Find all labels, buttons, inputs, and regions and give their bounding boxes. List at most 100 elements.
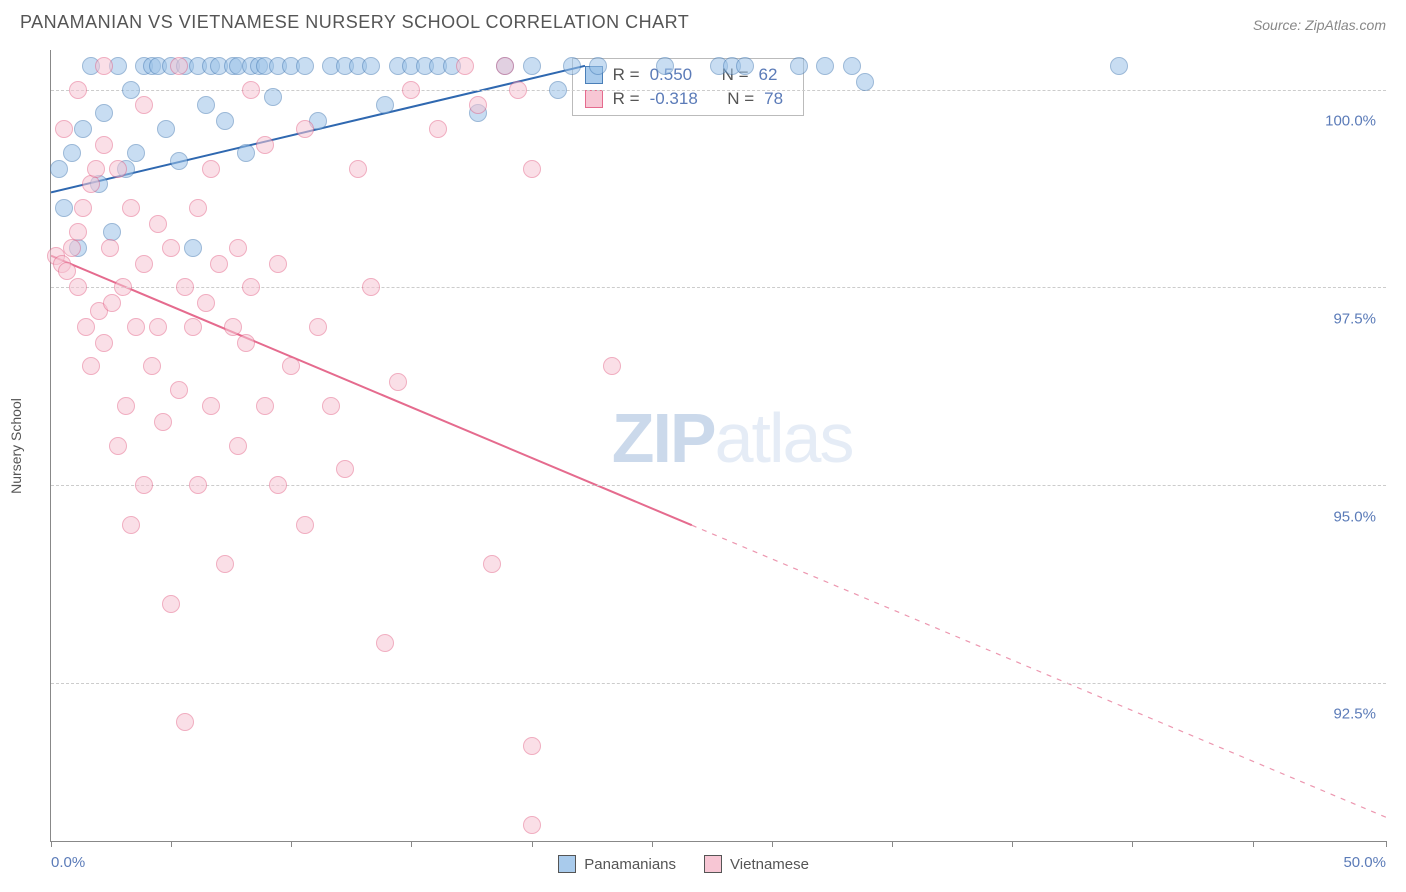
scatter-point — [389, 373, 407, 391]
scatter-point — [109, 160, 127, 178]
scatter-point — [135, 255, 153, 273]
scatter-point — [509, 81, 527, 99]
x-axis-min-label: 0.0% — [51, 854, 85, 871]
stats-r-label: R = — [613, 89, 640, 109]
scatter-point — [296, 120, 314, 138]
scatter-point — [122, 81, 140, 99]
scatter-point — [349, 160, 367, 178]
scatter-point — [202, 160, 220, 178]
scatter-point — [336, 460, 354, 478]
x-tick — [291, 841, 292, 847]
scatter-point — [523, 737, 541, 755]
x-tick — [51, 841, 52, 847]
chart-title: PANAMANIAN VS VIETNAMESE NURSERY SCHOOL … — [20, 12, 689, 33]
watermark-light: atlas — [715, 399, 853, 477]
scatter-point — [523, 57, 541, 75]
scatter-point — [74, 199, 92, 217]
x-tick — [411, 841, 412, 847]
x-tick — [1132, 841, 1133, 847]
x-tick — [1253, 841, 1254, 847]
scatter-point — [157, 120, 175, 138]
scatter-point — [135, 476, 153, 494]
scatter-point — [264, 88, 282, 106]
scatter-point — [162, 595, 180, 613]
scatter-point — [176, 713, 194, 731]
scatter-point — [362, 57, 380, 75]
scatter-point — [82, 175, 100, 193]
y-tick-label: 92.5% — [1333, 706, 1376, 723]
scatter-point — [95, 104, 113, 122]
scatter-point — [496, 57, 514, 75]
scatter-point — [296, 516, 314, 534]
scatter-point — [95, 136, 113, 154]
scatter-point — [69, 278, 87, 296]
scatter-point — [322, 397, 340, 415]
scatter-point — [362, 278, 380, 296]
x-tick — [532, 841, 533, 847]
scatter-point — [256, 136, 274, 154]
stats-r-value-vietnamese: -0.318 — [650, 89, 698, 109]
scatter-point — [237, 334, 255, 352]
scatter-point — [256, 397, 274, 415]
scatter-point — [149, 318, 167, 336]
scatter-point — [216, 112, 234, 130]
scatter-point — [69, 81, 87, 99]
scatter-point — [170, 381, 188, 399]
y-tick-label: 95.0% — [1333, 508, 1376, 525]
scatter-point — [63, 239, 81, 257]
chart-plot-area: Nursery School 0.0% 50.0% ZIPatlas R = 0… — [50, 50, 1386, 842]
scatter-point — [55, 120, 73, 138]
scatter-point — [127, 318, 145, 336]
scatter-point — [296, 57, 314, 75]
scatter-point — [170, 57, 188, 75]
legend: Panamanians Vietnamese — [558, 855, 809, 873]
scatter-point — [229, 437, 247, 455]
swatch-pink-icon — [704, 855, 722, 873]
scatter-point — [197, 96, 215, 114]
scatter-point — [101, 239, 119, 257]
scatter-point — [549, 81, 567, 99]
gridline-h — [51, 485, 1386, 486]
scatter-point — [184, 318, 202, 336]
legend-item-panamanians: Panamanians — [558, 855, 676, 873]
stats-row-vietnamese: R = -0.318 N = 78 — [585, 89, 783, 109]
scatter-point — [82, 357, 100, 375]
scatter-point — [162, 239, 180, 257]
scatter-point — [1110, 57, 1128, 75]
scatter-point — [122, 199, 140, 217]
x-tick — [892, 841, 893, 847]
scatter-point — [154, 413, 172, 431]
y-tick-label: 97.5% — [1333, 310, 1376, 327]
scatter-point — [170, 152, 188, 170]
scatter-point — [229, 239, 247, 257]
scatter-point — [109, 437, 127, 455]
scatter-point — [523, 816, 541, 834]
swatch-blue-icon — [558, 855, 576, 873]
scatter-point — [189, 199, 207, 217]
scatter-point — [469, 96, 487, 114]
scatter-point — [242, 81, 260, 99]
stats-n-value-vietnamese: 78 — [764, 89, 783, 109]
x-tick — [652, 841, 653, 847]
scatter-point — [103, 294, 121, 312]
x-tick — [171, 841, 172, 847]
gridline-h — [51, 683, 1386, 684]
scatter-point — [210, 255, 228, 273]
x-tick — [1386, 841, 1387, 847]
scatter-point — [224, 318, 242, 336]
scatter-point — [429, 120, 447, 138]
scatter-point — [269, 476, 287, 494]
scatter-point — [376, 634, 394, 652]
scatter-point — [282, 357, 300, 375]
scatter-point — [456, 57, 474, 75]
scatter-point — [523, 160, 541, 178]
legend-label-vietnamese: Vietnamese — [730, 856, 809, 873]
scatter-point — [69, 223, 87, 241]
x-axis-max-label: 50.0% — [1343, 854, 1386, 871]
scatter-point — [603, 357, 621, 375]
scatter-point — [376, 96, 394, 114]
scatter-point — [269, 255, 287, 273]
scatter-point — [95, 57, 113, 75]
scatter-point — [202, 397, 220, 415]
watermark-bold: ZIP — [612, 399, 715, 477]
